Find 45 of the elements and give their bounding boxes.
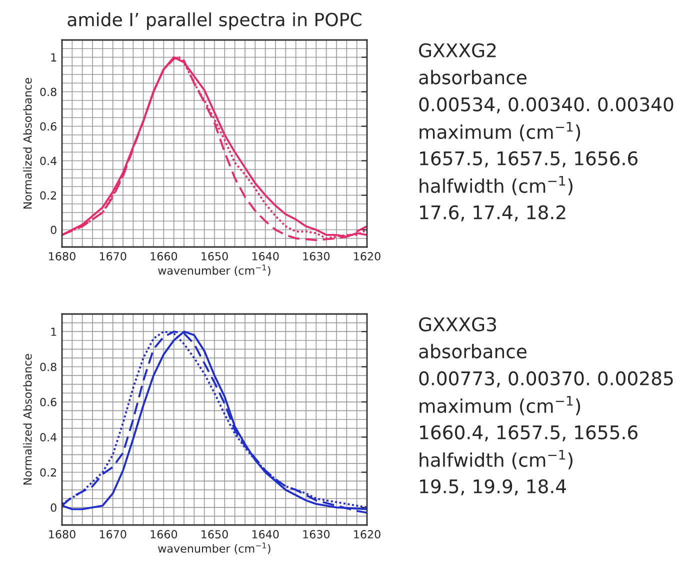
text: maximum (cm$^{−1}$)	[420, 122, 580, 142]
x-tick-label: 1620	[354, 530, 380, 538]
x-tick-label: 1660	[150, 252, 178, 260]
text: 0.00773, 0.00370. 0.00285	[419, 371, 673, 388]
text: GXXXG2	[419, 43, 496, 58]
x-tick-label: 1650	[202, 530, 228, 538]
text: absorbance	[419, 70, 526, 84]
text: 1660.4, 1657.5, 1655.6	[420, 425, 638, 442]
y-tick-label: 0	[50, 503, 56, 512]
text: 19.5, 19.9, 18.4	[420, 479, 566, 496]
x-tick-label: 1680	[49, 530, 76, 538]
x-tick-label: 1660	[150, 530, 178, 538]
text: absorbance	[419, 344, 526, 358]
x-tick-label: 1630	[303, 530, 330, 538]
y-tick-label: 0	[50, 226, 56, 234]
y-tick-label: 1	[51, 328, 56, 336]
y-tick-label: 0.6	[40, 122, 56, 131]
text: 0.00534, 0.00340. 0.00340	[419, 97, 674, 114]
text: halfwidth (cm$^{−1}$)	[420, 176, 572, 196]
x-axis-title: wavenumber (cm$^{−1}$)	[158, 542, 270, 554]
y-tick-label: 0.2	[40, 191, 56, 200]
text: maximum (cm$^{−1}$)	[420, 396, 580, 416]
y-tick-label: 0.4	[40, 156, 57, 166]
x-tick-label: 1670	[100, 252, 126, 260]
x-tick-label: 1640	[252, 530, 279, 538]
y-tick-label: 0.4	[40, 433, 57, 442]
text: halfwidth (cm$^{−1}$)	[420, 450, 572, 470]
x-tick-label: 1630	[303, 252, 330, 260]
y-axis-title: Normalized Absorbance	[23, 78, 32, 209]
y-tick-label: 1	[51, 53, 56, 62]
y-tick-label: 0.6	[40, 398, 56, 406]
y-tick-label: 0.8	[40, 362, 56, 372]
x-tick-label: 1640	[252, 252, 279, 260]
chart-title: amide I’ parallel spectra in POPC	[68, 12, 362, 30]
x-tick-label: 1620	[354, 252, 380, 260]
text: 1657.5, 1657.5, 1656.6	[420, 151, 638, 168]
y-axis-title: Normalized Absorbance	[23, 354, 32, 485]
x-axis-title: wavenumber (cm$^{−1}$)	[158, 264, 270, 276]
text: GXXXG3	[419, 317, 496, 332]
y-tick-label: 0.8	[40, 88, 56, 96]
x-tick-label: 1670	[100, 530, 126, 538]
x-tick-label: 1650	[202, 252, 228, 260]
text: 17.6, 17.4, 18.2	[420, 205, 566, 222]
y-tick-label: 0.2	[40, 468, 56, 477]
x-tick-label: 1680	[49, 252, 76, 260]
